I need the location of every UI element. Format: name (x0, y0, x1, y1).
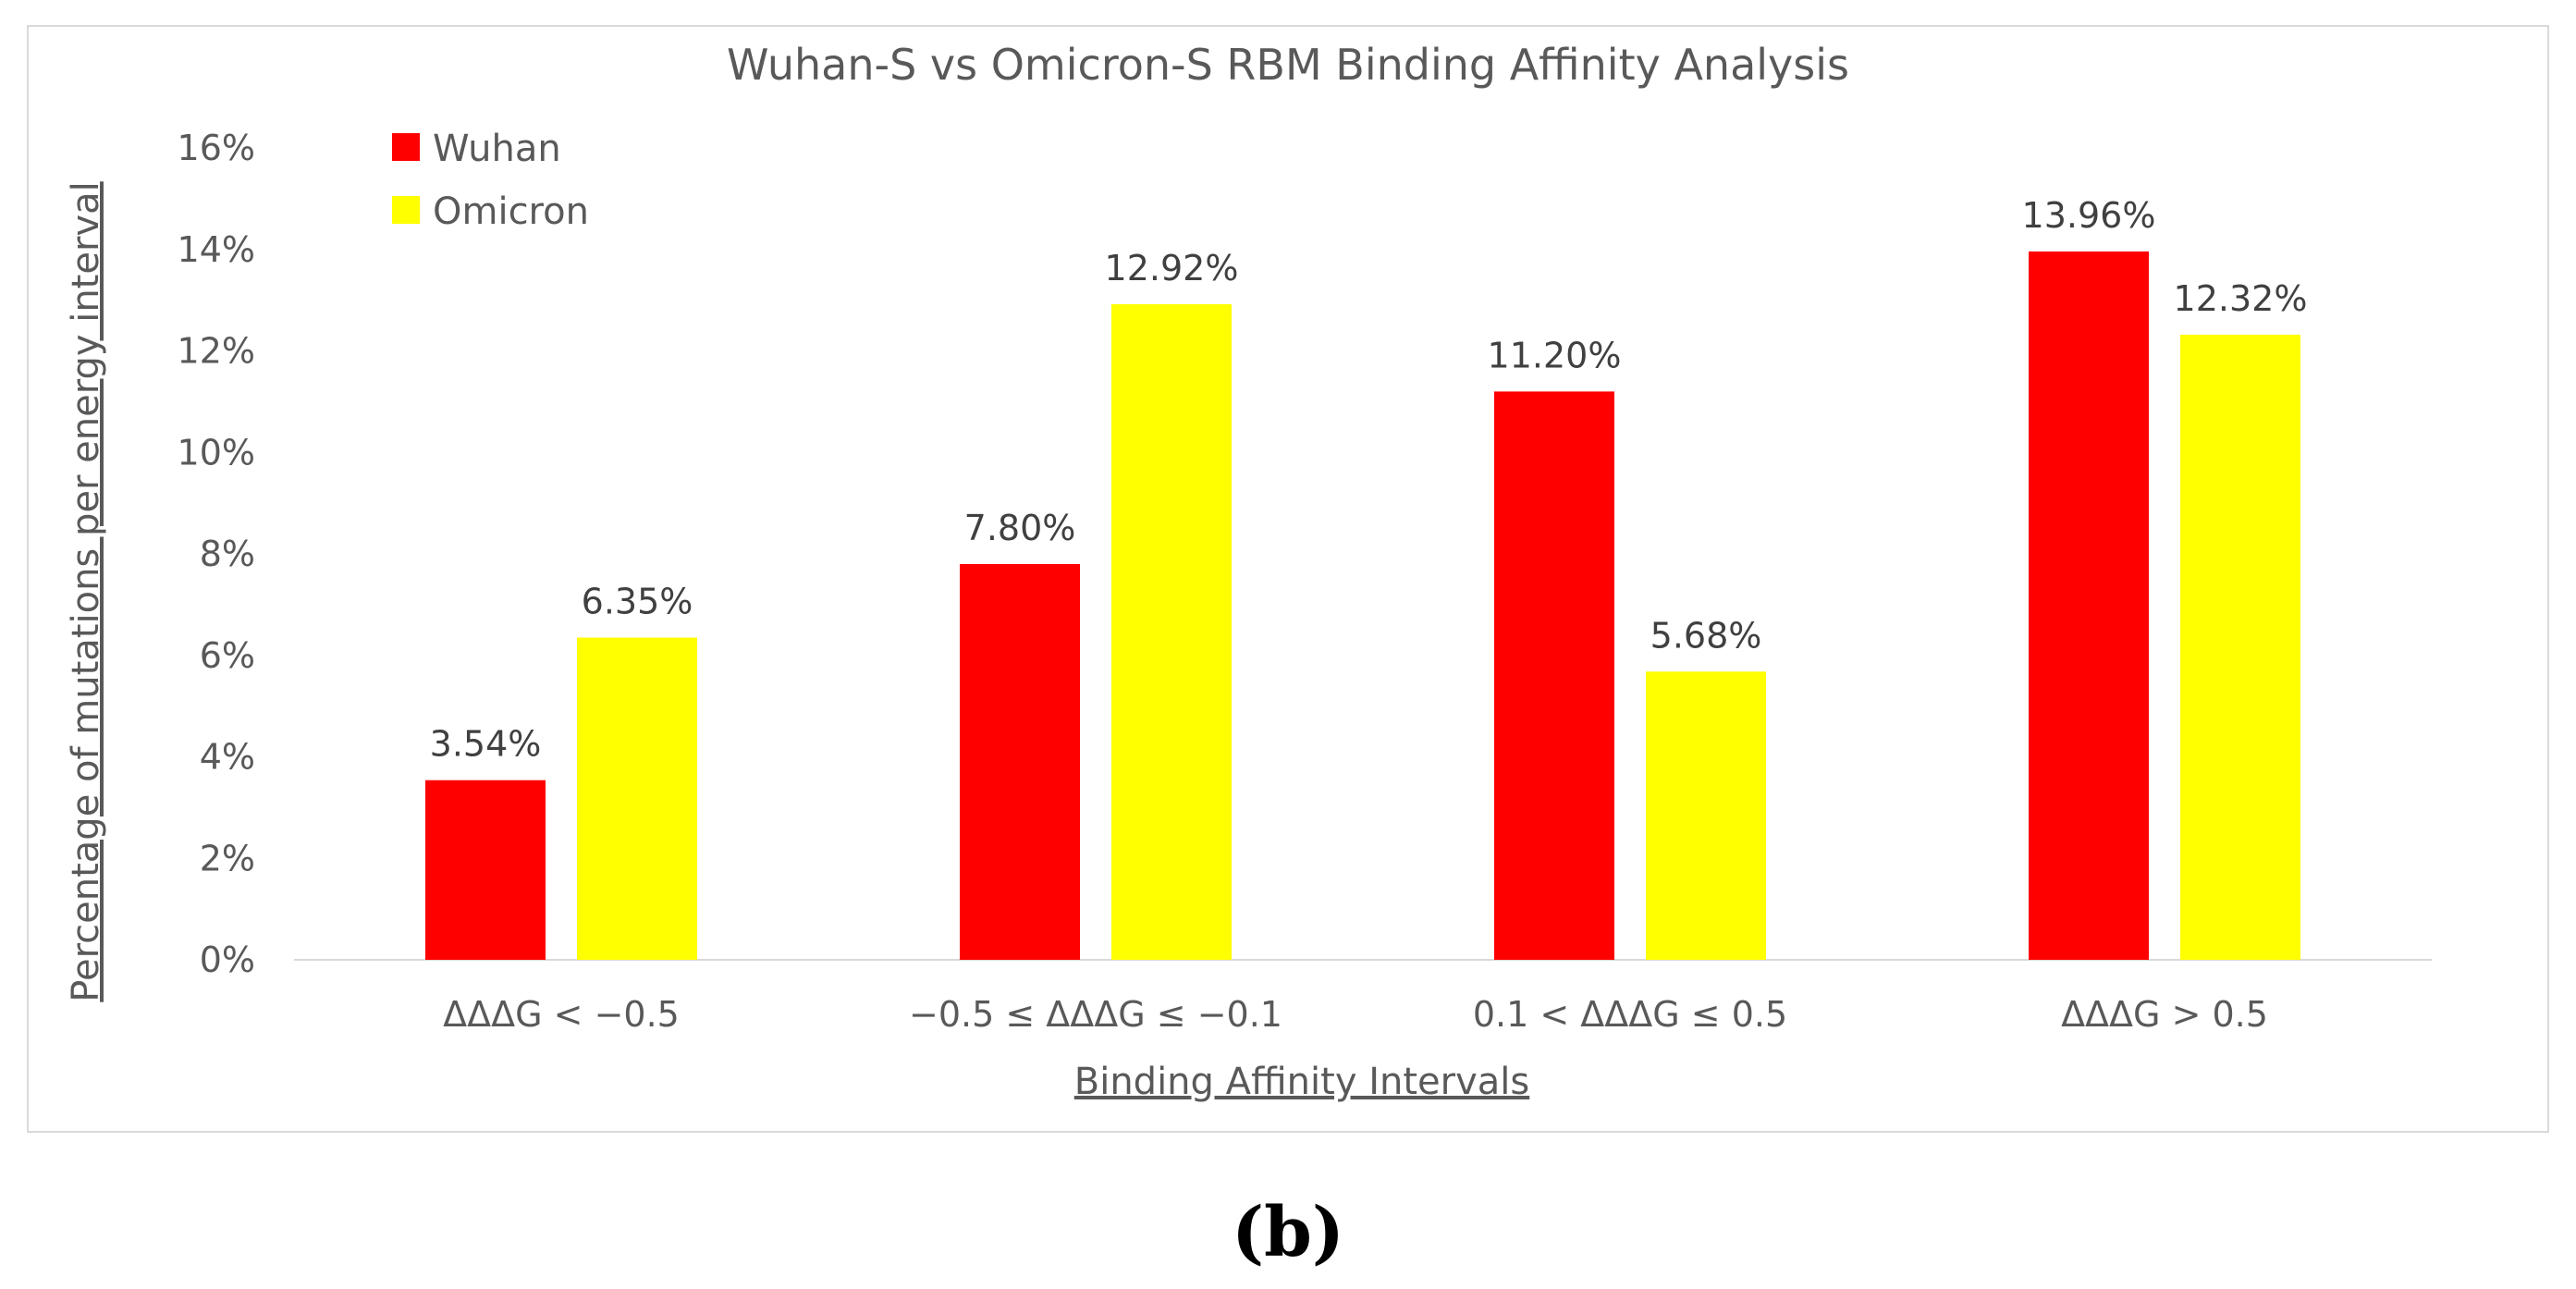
bar-wuhan-1 (960, 563, 1080, 960)
data-label-omicron-1: 12.92% (1105, 248, 1239, 288)
x-category-label: −0.5 ≤ ΔΔΔG ≤ −0.1 (909, 994, 1282, 1035)
y-tick-label: 8% (200, 534, 255, 574)
y-tick-label: 4% (200, 737, 255, 778)
bar-wuhan-0 (425, 780, 546, 960)
bar-wuhan-3 (2029, 251, 2149, 960)
bar-omicron-1 (1111, 304, 1232, 960)
y-tick-label: 12% (178, 331, 255, 372)
legend-swatch-wuhan (392, 133, 420, 161)
x-category-label: 0.1 < ΔΔΔG ≤ 0.5 (1473, 994, 1787, 1035)
data-label-omicron-2: 5.68% (1650, 615, 1762, 656)
y-tick-label: 16% (178, 128, 255, 168)
data-label-wuhan-2: 11.20% (1488, 335, 1622, 375)
data-label-omicron-0: 6.35% (582, 582, 693, 622)
data-label-wuhan-0: 3.54% (430, 724, 542, 765)
x-axis-title: Binding Affinity Intervals (1074, 1061, 1529, 1103)
legend-swatch-omicron (392, 196, 420, 224)
legend-label-wuhan: Wuhan (433, 128, 561, 170)
data-label-omicron-3: 12.32% (2174, 278, 2308, 319)
y-tick-label: 14% (178, 229, 255, 270)
bar-omicron-3 (2180, 334, 2300, 960)
y-tick-label: 2% (200, 838, 255, 878)
data-labels-group: 3.54% 6.35% 7.80% 12.92% 11.20% 5.68% 13.96% 12… (430, 195, 2308, 765)
bars-group (425, 251, 2300, 960)
y-axis-title: Percentage of mutations per energy inter… (65, 181, 107, 1001)
data-label-wuhan-1: 7.80% (964, 508, 1076, 548)
bar-omicron-2 (1646, 671, 1766, 960)
category-labels-group: ΔΔΔG < −0.5 −0.5 ≤ ΔΔΔG ≤ −0.1 0.1 < ΔΔΔG … (443, 994, 2268, 1035)
legend-label-omicron: Omicron (433, 190, 589, 233)
chart-frame (27, 25, 2549, 1133)
chart-title: Wuhan-S vs Omicron-S RBM Binding Affinit… (727, 40, 1849, 90)
y-axis-ticks: 0% 2% 4% 6% 8% 10% 12% 14% 16% (178, 128, 255, 980)
x-category-label: ΔΔΔG > 0.5 (2061, 994, 2268, 1035)
panel-label: (b) (1232, 1193, 1344, 1272)
data-label-wuhan-3: 13.96% (2022, 195, 2156, 236)
y-tick-label: 6% (200, 635, 255, 676)
bar-omicron-0 (577, 637, 697, 960)
bar-wuhan-2 (1494, 391, 1614, 960)
legend: Wuhan Omicron (392, 128, 589, 233)
x-category-label: ΔΔΔG < −0.5 (443, 994, 680, 1035)
y-tick-label: 0% (200, 939, 255, 980)
y-tick-label: 10% (178, 432, 255, 473)
